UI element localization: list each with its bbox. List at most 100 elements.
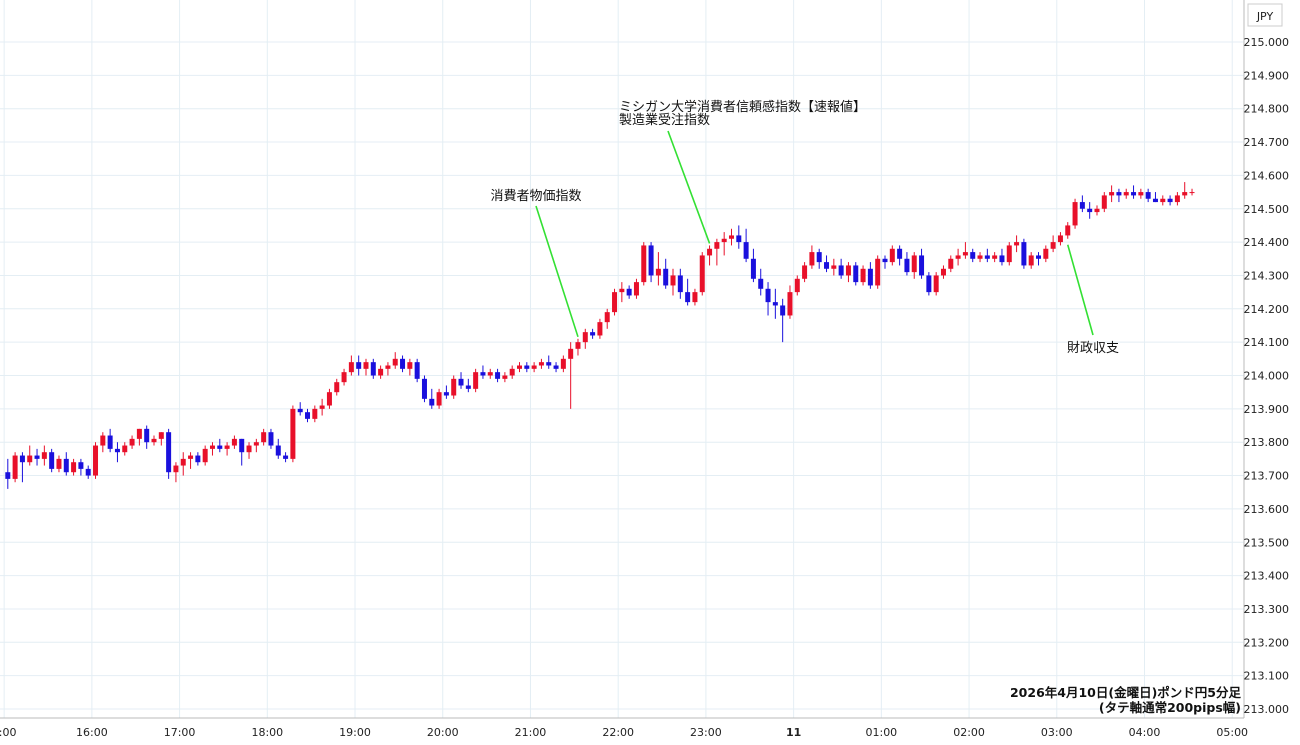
candle-body: [407, 362, 413, 369]
candle: [312, 405, 318, 423]
candle: [619, 282, 625, 303]
candle: [1036, 252, 1042, 266]
x-tick-label: 19:00: [339, 726, 371, 739]
candle-body: [911, 255, 917, 273]
x-tick-label: 18:00: [251, 726, 283, 739]
candle: [107, 428, 113, 453]
candle-body: [275, 445, 281, 456]
candle: [1006, 242, 1012, 266]
candle: [948, 255, 954, 273]
candle-body: [1065, 225, 1071, 236]
candle: [341, 368, 347, 386]
grid-lines: [0, 0, 1244, 718]
annotation-label: 製造業受注指数: [619, 112, 710, 128]
candle: [129, 435, 135, 449]
candle-body: [984, 255, 990, 259]
candle-body: [787, 292, 793, 316]
candle: [955, 248, 961, 266]
candle: [962, 242, 968, 259]
candle-body: [875, 258, 881, 286]
footnote-line-2: (タテ軸通常200pips幅): [1099, 700, 1241, 715]
candle-body: [1131, 192, 1137, 196]
y-tick-label: 214.400: [1244, 236, 1290, 249]
candle: [546, 355, 552, 369]
candle-body: [436, 392, 442, 406]
candle: [582, 328, 588, 349]
candle: [838, 258, 844, 279]
candle: [794, 275, 800, 296]
candle-body: [670, 275, 676, 286]
y-tick-label: 215.000: [1244, 36, 1290, 49]
candle-body: [794, 278, 800, 293]
annotation-pointer: [535, 205, 579, 338]
y-tick-label: 213.800: [1244, 436, 1290, 449]
candle: [378, 365, 384, 379]
candle: [626, 285, 632, 299]
candle: [231, 435, 237, 449]
candle-body: [114, 448, 120, 453]
candle-body: [231, 438, 237, 446]
candle: [400, 355, 406, 373]
candle: [144, 425, 150, 449]
candle-body: [736, 235, 742, 243]
candle-body: [860, 268, 866, 283]
candle: [875, 255, 881, 289]
candle: [173, 462, 179, 483]
candle: [1072, 198, 1078, 229]
candle: [517, 362, 522, 373]
candle-body: [838, 265, 844, 276]
candle-body: [802, 265, 808, 279]
candle-body: [144, 428, 150, 443]
candle-body: [531, 365, 537, 369]
candle-body: [824, 262, 830, 269]
candle: [1021, 238, 1027, 269]
candle: [27, 445, 33, 466]
candle-body: [962, 252, 968, 256]
candle: [71, 458, 77, 476]
candle: [553, 362, 559, 373]
candle: [531, 362, 537, 373]
candle: [414, 358, 420, 383]
candle: [663, 258, 669, 289]
candle: [421, 375, 427, 403]
candle: [480, 365, 486, 379]
x-tick-label: 5:00: [0, 726, 16, 739]
y-tick-label: 213.100: [1244, 670, 1290, 683]
candle: [867, 262, 873, 289]
candle-body: [41, 452, 47, 459]
annotation-pointer: [667, 130, 711, 244]
candle-body: [897, 248, 903, 259]
candle-body: [188, 455, 194, 459]
candle: [319, 398, 325, 416]
candle: [816, 248, 822, 269]
candle-body: [166, 432, 172, 473]
candle: [458, 372, 464, 389]
candle: [707, 245, 713, 266]
candle: [1057, 232, 1063, 246]
candle-body: [1123, 192, 1129, 196]
candle-body: [867, 268, 873, 286]
candle: [122, 442, 128, 456]
candle: [100, 432, 106, 453]
candle: [970, 248, 976, 263]
candle: [919, 248, 925, 279]
candle-body: [590, 332, 596, 336]
candle-body: [524, 365, 530, 369]
candle: [283, 452, 289, 463]
candle: [670, 268, 676, 296]
candle: [1065, 222, 1071, 239]
annotation-label: ミシガン大学消費者信頼感指数【速報値】: [619, 99, 866, 115]
candle: [824, 255, 830, 273]
candle: [1079, 195, 1085, 213]
candle: [1116, 188, 1122, 203]
candle: [1182, 182, 1188, 199]
candle-body: [378, 368, 384, 376]
candle: [714, 238, 720, 266]
candle: [166, 428, 172, 479]
candle: [209, 442, 215, 456]
y-tick-label: 214.100: [1244, 336, 1290, 349]
candle: [685, 278, 691, 306]
candle: [736, 225, 742, 249]
candle-body: [1174, 195, 1180, 203]
x-tick-label: 11: [786, 726, 801, 739]
